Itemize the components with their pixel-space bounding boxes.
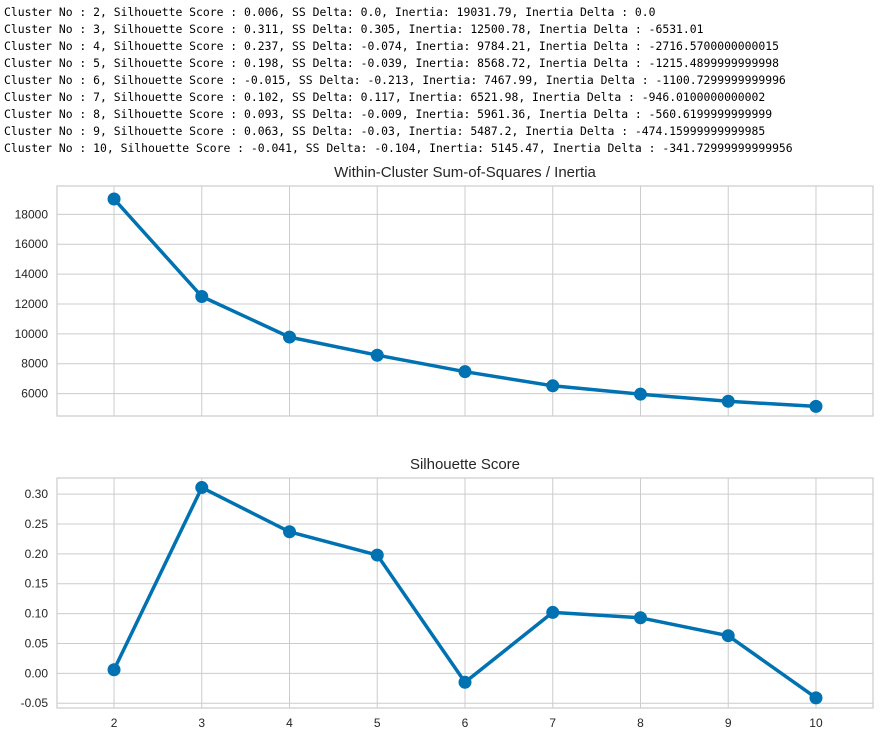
inertia-chart: Within-Cluster Sum-of-Squares / Inertia 6… — [15, 164, 874, 417]
data-point — [107, 663, 121, 677]
y-tick-label: 16000 — [15, 237, 49, 251]
y-tick-label: 10000 — [15, 327, 49, 341]
log-line: Cluster No : 8, Silhouette Score : 0.093… — [4, 107, 773, 121]
y-tick-label: 0.30 — [25, 487, 49, 501]
x-tick-label: 6 — [462, 716, 469, 730]
x-tick-label: 7 — [549, 716, 556, 730]
log-line: Cluster No : 2, Silhouette Score : 0.006… — [4, 5, 656, 19]
x-tick-label: 8 — [637, 716, 644, 730]
log-line: Cluster No : 5, Silhouette Score : 0.198… — [4, 56, 779, 70]
log-line: Cluster No : 4, Silhouette Score : 0.237… — [4, 39, 779, 53]
log-line: Cluster No : 7, Silhouette Score : 0.102… — [4, 90, 766, 104]
y-tick-label: 0.00 — [25, 666, 49, 680]
x-tick-label: 10 — [809, 716, 823, 730]
y-tick-label: -0.05 — [21, 696, 49, 710]
data-point — [721, 394, 735, 408]
y-tick-label: 0.15 — [25, 577, 49, 591]
chart-title: Within-Cluster Sum-of-Squares / Inertia — [334, 164, 596, 181]
data-point — [633, 387, 647, 401]
data-point — [195, 290, 209, 304]
x-tick-label: 5 — [374, 716, 381, 730]
log-line: Cluster No : 6, Silhouette Score : -0.01… — [4, 73, 786, 87]
y-tick-label: 18000 — [15, 207, 49, 221]
y-tick-label: 12000 — [15, 297, 49, 311]
y-tick-label: 14000 — [15, 267, 49, 281]
data-point — [809, 399, 823, 413]
y-tick-label: 0.20 — [25, 547, 49, 561]
log-line: Cluster No : 3, Silhouette Score : 0.311… — [4, 22, 704, 36]
data-point — [283, 330, 297, 344]
data-point — [370, 348, 384, 362]
y-tick-label: 0.05 — [25, 636, 49, 650]
y-tick-label: 0.25 — [25, 517, 49, 531]
data-point — [546, 379, 560, 393]
y-tick-label: 0.10 — [25, 607, 49, 621]
log-line: Cluster No : 9, Silhouette Score : 0.063… — [4, 124, 766, 138]
x-tick-label: 9 — [725, 716, 732, 730]
x-tick-label: 2 — [111, 716, 118, 730]
x-tick-label: 4 — [286, 716, 293, 730]
plot-frame — [56, 185, 874, 417]
data-point — [458, 675, 472, 689]
data-point — [633, 611, 647, 625]
data-point — [721, 629, 735, 643]
x-tick-label: 3 — [198, 716, 205, 730]
data-point — [107, 192, 121, 206]
plot-frame — [56, 477, 874, 709]
data-point — [283, 525, 297, 539]
chart-title: Silhouette Score — [410, 456, 520, 473]
data-point — [809, 691, 823, 705]
log-line: Cluster No : 10, Silhouette Score : -0.0… — [4, 141, 793, 155]
data-point — [546, 605, 560, 619]
data-point — [195, 481, 209, 495]
data-point — [458, 365, 472, 379]
console-output: Cluster No : 2, Silhouette Score : 0.006… — [4, 4, 793, 157]
silhouette-chart: Silhouette Score -0.05 0.00 0.05 0.10 0.15 0.2… — [21, 456, 874, 730]
data-point — [370, 548, 384, 562]
y-tick-label: 8000 — [21, 357, 48, 371]
y-tick-label: 6000 — [21, 387, 48, 401]
